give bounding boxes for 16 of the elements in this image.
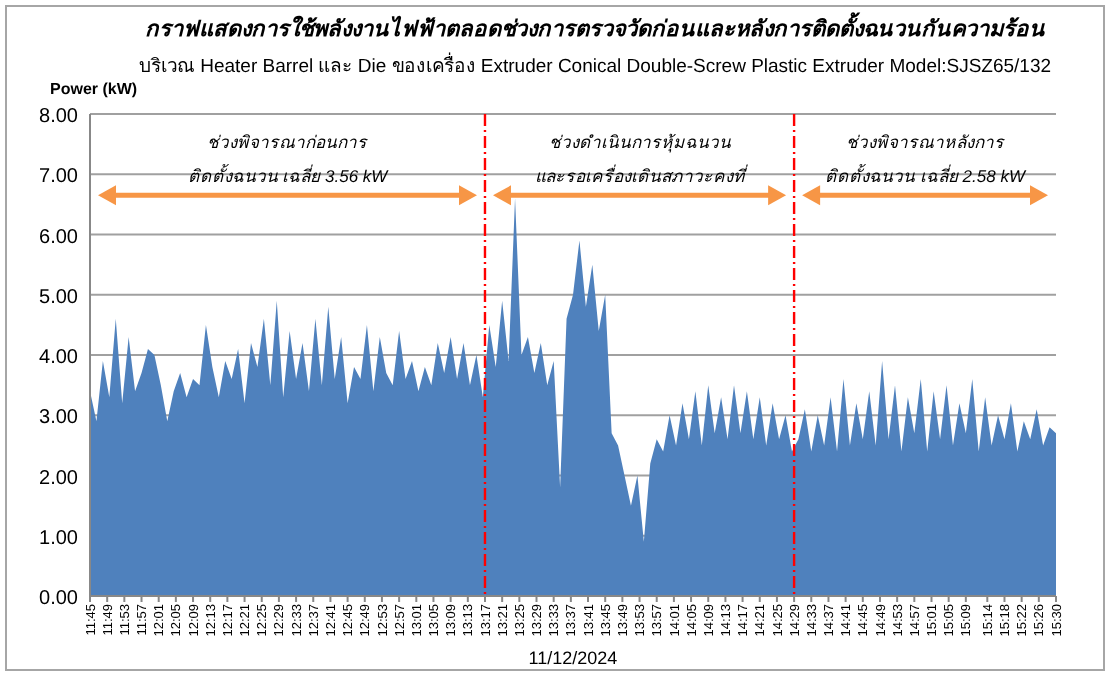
y-axis-title: Power (kW) bbox=[50, 80, 138, 98]
y-tick-label: 4.00 bbox=[39, 347, 79, 369]
y-tick-label: 1.00 bbox=[39, 527, 79, 550]
annotation: ช่วงพิจารณาหลังการ ติดตั้งฉนวน เฉลี่ย 2.58 kW bbox=[825, 132, 1027, 186]
y-tick-label: 6.00 bbox=[39, 226, 79, 249]
annotation: ช่วงดำเนินการหุ้มฉนวน และรอเครื่องเดินสภาวะคงที่ bbox=[534, 132, 749, 186]
x-axis-title: 11/12/2024 bbox=[528, 648, 618, 668]
chart-subtitle: บริเวณ Heater Barrel และ Die ของเครื่อง Extruder Conical Double-Screw Plastic Extruder Model:SJSZ65/132 bbox=[138, 52, 1052, 78]
y-tick-label: 2.00 bbox=[39, 467, 79, 490]
y-tick-label: 3.00 bbox=[39, 407, 79, 430]
chart-title: กราฟแสดงการใช้พลังงานไฟฟ้าตลอดช่วงการตรวจวัดก่อนและหลังการติดตั้งฉนวนกันความร้อน bbox=[145, 12, 1045, 42]
annotation: ช่วงพิจารณาก่อนการ ติดตั้งฉนวน เฉลี่ย 3.56 kW bbox=[187, 132, 390, 186]
y-tick-label: 7.00 bbox=[39, 166, 79, 189]
y-tick-label: 5.00 bbox=[39, 286, 79, 309]
y-tick-label: 0.00 bbox=[39, 588, 79, 610]
y-tick-label: 8.00 bbox=[39, 106, 79, 128]
